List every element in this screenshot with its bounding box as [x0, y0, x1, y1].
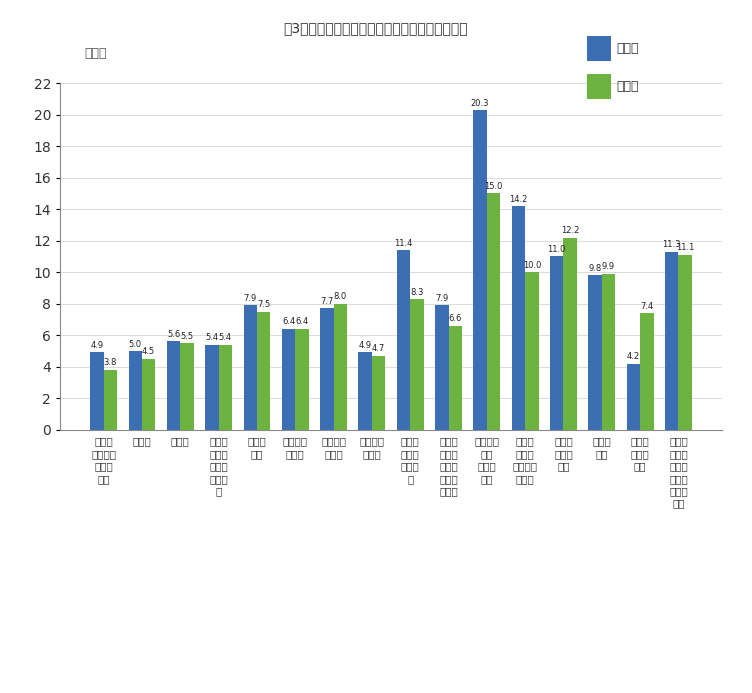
Text: 教育、
学習支
援業: 教育、 学習支 援業 [554, 437, 573, 471]
Text: 7.9: 7.9 [244, 294, 257, 303]
Bar [244, 305, 257, 430]
Text: 鉱業、
採石業、
砂利採
取業: 鉱業、 採石業、 砂利採 取業 [91, 437, 116, 484]
Text: 4.9: 4.9 [359, 341, 371, 350]
Bar [435, 305, 448, 430]
Text: 10.0: 10.0 [523, 261, 541, 270]
Bar [205, 344, 219, 430]
Text: 7.4: 7.4 [640, 301, 653, 310]
Text: 8.3: 8.3 [411, 288, 423, 297]
Text: 離職率: 離職率 [617, 80, 639, 93]
Text: 宿泊業、
飲食
サービ
ス業: 宿泊業、 飲食 サービ ス業 [475, 437, 499, 484]
Bar [180, 343, 194, 430]
Text: 図3　産業別入職率・離職率（令和４年上半期）: 図3 産業別入職率・離職率（令和４年上半期） [284, 21, 468, 35]
Text: 5.6: 5.6 [167, 330, 180, 339]
Text: 15.0: 15.0 [484, 182, 503, 191]
Bar [665, 252, 678, 430]
Bar [142, 359, 156, 430]
Bar [90, 353, 104, 430]
Text: 情報通
信業: 情報通 信業 [247, 437, 266, 459]
Text: 製造業: 製造業 [171, 437, 190, 446]
Text: 6.6: 6.6 [448, 315, 462, 324]
Bar [334, 304, 347, 430]
Bar [448, 326, 462, 430]
Text: 14.2: 14.2 [509, 195, 528, 204]
Text: 卵売業、
小売業: 卵売業、 小売業 [321, 437, 346, 459]
Bar [550, 256, 563, 430]
Text: 運輸業、
郵便業: 運輸業、 郵便業 [283, 437, 308, 459]
Bar [320, 308, 334, 430]
Bar [282, 329, 296, 430]
Bar [410, 299, 423, 430]
Text: 5.5: 5.5 [180, 332, 193, 341]
Text: 8.0: 8.0 [334, 292, 347, 301]
Text: 電気・
ガス・
熱供給
・水道
業: 電気・ ガス・ 熱供給 ・水道 業 [209, 437, 228, 496]
Text: 12.2: 12.2 [561, 226, 579, 235]
Text: 複合サ
ービス
事業: 複合サ ービス 事業 [631, 437, 650, 471]
Text: サービ
ス業（
他に分
類され
ないも
の）: サービ ス業（ 他に分 類され ないも の） [669, 437, 688, 509]
Bar [104, 370, 117, 430]
Text: 6.4: 6.4 [296, 317, 308, 326]
Text: 5.4: 5.4 [205, 333, 219, 342]
Text: 金融業、
保険業: 金融業、 保険業 [359, 437, 384, 459]
Bar [359, 353, 372, 430]
Bar [512, 206, 525, 430]
Bar [626, 364, 640, 430]
Text: 3.8: 3.8 [104, 358, 117, 367]
Text: 4.5: 4.5 [142, 347, 155, 356]
Bar [372, 356, 385, 430]
Text: 11.4: 11.4 [394, 239, 413, 247]
Bar [525, 272, 538, 430]
Text: 建設業: 建設業 [132, 437, 151, 446]
Bar [602, 274, 615, 430]
Bar [678, 255, 692, 430]
Bar [474, 110, 487, 430]
Bar [257, 312, 270, 430]
Bar [487, 193, 500, 430]
Text: 4.9: 4.9 [90, 341, 104, 350]
Text: 医療、
福祉: 医療、 福祉 [593, 437, 611, 459]
Bar [129, 351, 142, 430]
Text: 11.0: 11.0 [547, 245, 566, 254]
Text: 不動産
業、物
品貸貸
業: 不動産 業、物 品貸貸 業 [401, 437, 420, 484]
Bar [640, 313, 653, 430]
Bar [588, 275, 602, 430]
Text: 11.1: 11.1 [676, 243, 694, 252]
Text: 6.4: 6.4 [282, 317, 296, 326]
Text: 4.7: 4.7 [372, 344, 385, 353]
Text: 学術研
究、専
門・技
術サー
ビス業: 学術研 究、専 門・技 術サー ビス業 [439, 437, 458, 496]
Text: 7.7: 7.7 [320, 297, 334, 306]
Text: 生活関
連サー
ビス業、
娯楽業: 生活関 連サー ビス業、 娯楽業 [513, 437, 538, 484]
Bar [296, 329, 308, 430]
Text: （％）: （％） [84, 46, 107, 60]
Text: 9.9: 9.9 [602, 263, 615, 272]
Text: 20.3: 20.3 [471, 98, 490, 107]
Text: 5.0: 5.0 [129, 340, 142, 349]
Text: 11.3: 11.3 [663, 240, 681, 249]
Text: 4.2: 4.2 [627, 352, 640, 361]
Bar [563, 238, 577, 430]
Text: 入職率: 入職率 [617, 42, 639, 55]
Text: 7.5: 7.5 [257, 300, 270, 309]
Bar [397, 250, 410, 430]
Text: 5.4: 5.4 [219, 333, 232, 342]
Text: 9.8: 9.8 [589, 264, 602, 273]
Text: 7.9: 7.9 [435, 294, 448, 303]
Bar [167, 342, 180, 430]
Bar [219, 344, 232, 430]
